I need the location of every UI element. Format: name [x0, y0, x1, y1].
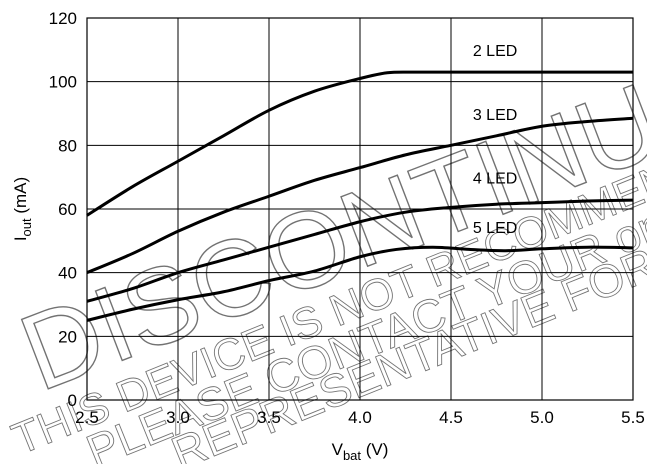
series-lines: [86, 70, 634, 322]
x-tick-label: 2.5: [75, 408, 99, 427]
x-tick-label: 3.5: [257, 408, 281, 427]
series-line-4-led: [86, 198, 634, 303]
y-tick-label: 20: [58, 327, 77, 346]
series-label-5-led: 5 LED: [473, 220, 517, 237]
plot-frame: [86, 17, 634, 401]
y-tick-label: 80: [58, 136, 77, 155]
y-tick-label: 40: [58, 264, 77, 283]
y-axis-label: Iout (mA): [11, 177, 34, 241]
y-tick-label: 60: [58, 200, 77, 219]
x-axis-label: Vbat (V): [332, 440, 389, 463]
series-label-4-led: 4 LED: [473, 171, 517, 188]
gridlines: [86, 17, 634, 401]
y-tick-label: 120: [49, 9, 77, 28]
x-tick-label: 3.0: [166, 408, 190, 427]
x-tick-label: 5.5: [621, 408, 645, 427]
axis-labels: Vbat (V) Iout (mA): [11, 177, 388, 463]
series-line-2-led: [86, 70, 633, 217]
y-tick-label: 100: [49, 73, 77, 92]
x-tick-label: 5.0: [530, 408, 554, 427]
x-tick-label: 4.5: [439, 408, 463, 427]
series-line-3-led: [86, 116, 634, 275]
y-tick-label: 0: [68, 391, 77, 410]
series-line-5-led: [86, 245, 634, 322]
tick-labels: 2.5 3.0 3.5 4.0 4.5 5.0 5.5 0 20 40 60 80 100 120: [49, 9, 645, 427]
series-label-3-led: 3 LED: [473, 107, 517, 124]
x-tick-label: 4.0: [348, 408, 372, 427]
series-annotations: 2 LED 3 LED 4 LED 5 LED: [473, 43, 517, 237]
series-label-2-led: 2 LED: [473, 43, 517, 60]
